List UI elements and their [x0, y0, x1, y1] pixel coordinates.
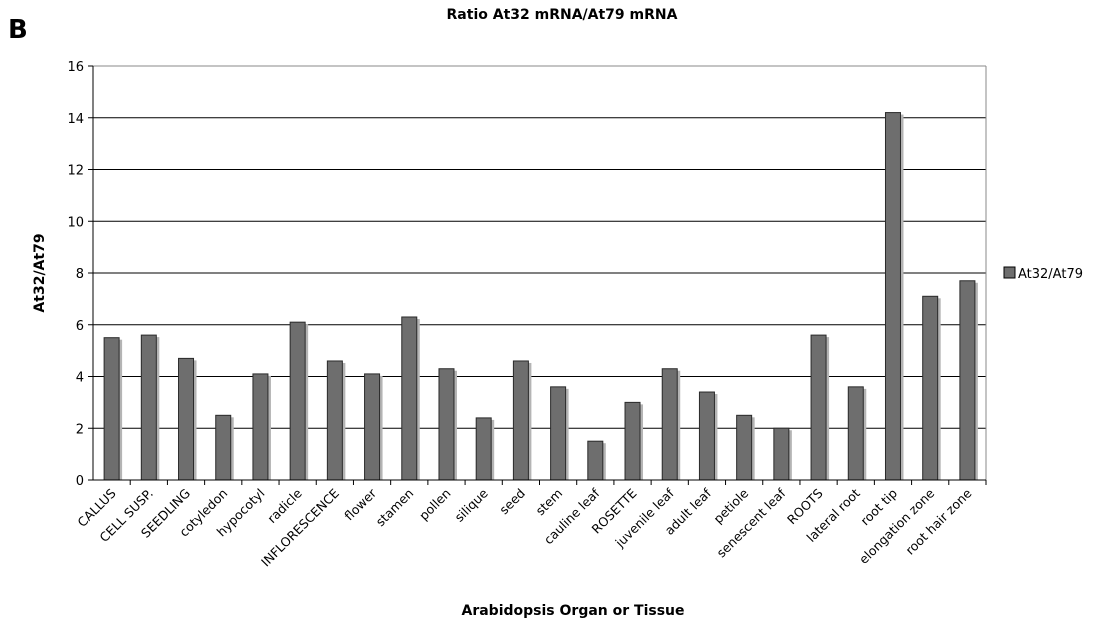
y-tick-label: 12 [67, 164, 84, 179]
bar [847, 386, 864, 481]
bar [922, 295, 939, 481]
bar [550, 386, 567, 481]
gridlines [93, 65, 986, 429]
bar [810, 334, 827, 481]
chart-title: Ratio At32 mRNA/At79 mRNA [447, 7, 678, 23]
bar [289, 321, 306, 481]
x-tick-label: stem [532, 486, 565, 519]
legend-label: At32/At79 [1018, 267, 1083, 282]
bars [103, 112, 978, 481]
y-tick-label: 6 [76, 319, 84, 334]
x-tick-label: stamen [373, 486, 417, 530]
axes [88, 65, 987, 485]
bar [661, 368, 678, 481]
y-tick-label: 8 [76, 267, 84, 282]
bar [624, 401, 641, 481]
bar [438, 368, 455, 481]
y-axis-title: At32/At79 [32, 233, 48, 312]
bar [884, 112, 901, 481]
bar [140, 334, 157, 481]
bar [736, 414, 753, 481]
y-tick-labels: 0 2 4 6 8 10 12 14 16 [67, 60, 84, 489]
x-tick-label: pollen [416, 486, 454, 524]
y-tick-label: 4 [76, 371, 84, 386]
bar [512, 360, 529, 481]
bar [326, 360, 343, 481]
bar [475, 417, 492, 481]
bar [252, 373, 269, 481]
bar [587, 440, 604, 481]
x-tick-label: root hair zone [902, 485, 974, 557]
x-tick-label: silique [452, 485, 491, 524]
bar [401, 316, 418, 481]
bar [698, 391, 715, 481]
legend-swatch [1003, 266, 1016, 279]
x-tick-label: senescent leaf [714, 485, 789, 560]
x-tick-label: seed [496, 486, 528, 518]
y-tick-label: 0 [76, 474, 84, 489]
bar [364, 373, 381, 481]
y-tick-label: 10 [67, 215, 84, 230]
legend: At32/At79 [1003, 266, 1083, 282]
bar [103, 337, 120, 481]
bar [959, 280, 976, 481]
bar [215, 414, 232, 481]
panel-label: B [8, 15, 28, 45]
x-axis-title: Arabidopsis Organ or Tissue [462, 603, 685, 619]
y-tick-label: 2 [76, 422, 84, 437]
y-tick-label: 16 [67, 60, 84, 75]
bar [773, 427, 790, 481]
bar [178, 357, 195, 481]
y-tick-label: 14 [67, 112, 84, 127]
